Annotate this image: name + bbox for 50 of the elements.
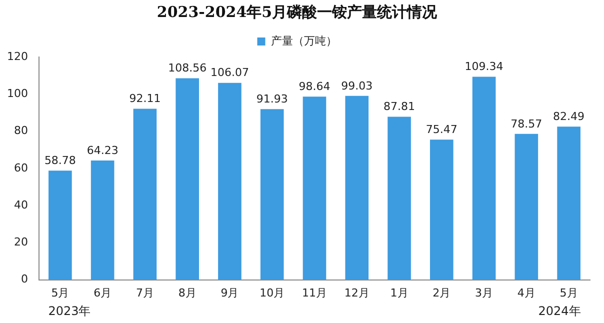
x-tick-label: 2月	[432, 286, 451, 300]
x-tick-label: 1月	[390, 286, 408, 300]
x-tick-label: 9月	[220, 286, 239, 300]
y-tick-label: 40	[14, 198, 28, 212]
bar	[472, 76, 496, 280]
bar	[302, 96, 326, 280]
x-tick-label: 3月	[475, 286, 494, 300]
text: 2024年	[538, 304, 581, 318]
y-tick-label: 100	[6, 86, 28, 100]
bar	[388, 116, 411, 280]
bar	[133, 108, 157, 280]
data-label: 108.56	[168, 62, 207, 75]
y-tick-label: 20	[14, 236, 28, 249]
text: 2023年	[48, 304, 91, 318]
y-tick-label: 60	[14, 161, 28, 174]
data-label: 99.03	[341, 79, 373, 92]
data-label: 92.11	[129, 92, 161, 106]
x-tick-label: 12月	[344, 286, 370, 300]
y-tick-label: 0	[20, 272, 28, 286]
data-label: 91.93	[256, 92, 288, 106]
bar	[218, 82, 242, 280]
bar	[176, 78, 199, 280]
x-tick-label: 11月	[302, 286, 327, 300]
bar	[514, 134, 538, 280]
x-tick-label: 5月	[560, 286, 578, 300]
y-tick-label: 120	[6, 50, 28, 63]
x-tick-label: 8月	[178, 286, 196, 300]
x-tick-label: 4月	[517, 286, 536, 300]
data-label: 82.49	[553, 110, 585, 124]
bar	[260, 109, 284, 280]
legend-label: 产量（万吨）	[270, 34, 337, 48]
x-tick-label: 5月	[51, 286, 70, 300]
data-label: 78.57	[510, 117, 542, 130]
data-label: 64.23	[86, 144, 118, 157]
bar	[430, 140, 454, 280]
x-tick-label: 6月	[94, 286, 112, 300]
data-label: 87.81	[384, 100, 416, 114]
bar	[345, 96, 369, 280]
data-label: 106.07	[210, 66, 249, 80]
bar	[90, 160, 114, 280]
bar	[557, 126, 580, 280]
chart-title: 2023-2024年5月磷酸一铵产量统计情况	[156, 2, 438, 21]
x-tick-label: 10月	[260, 286, 285, 300]
data-label: 75.47	[426, 123, 458, 136]
bar	[48, 170, 72, 280]
y-tick-label: 80	[14, 124, 28, 138]
x-tick-label: 7月	[136, 286, 154, 300]
data-label: 109.34	[464, 60, 504, 74]
data-label: 58.78	[44, 154, 76, 168]
data-label: 98.64	[298, 80, 330, 94]
